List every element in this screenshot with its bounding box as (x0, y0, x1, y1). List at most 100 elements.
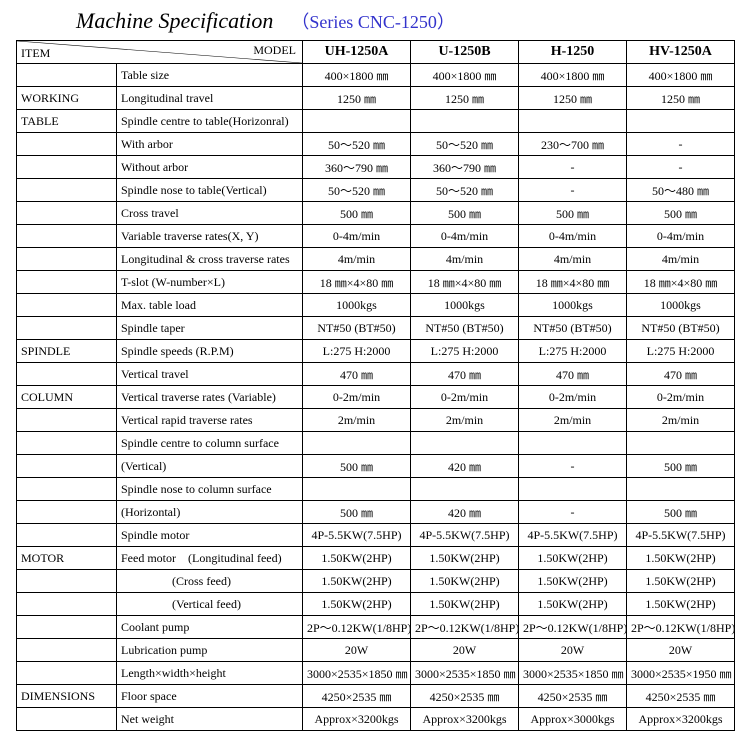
section-cell (17, 294, 117, 317)
attribute-cell: Variable traverse rates(X, Y) (117, 225, 303, 248)
value-cell: 1.50KW(2HP) (627, 570, 735, 593)
section-cell (17, 639, 117, 662)
value-cell: 1000kgs (303, 294, 411, 317)
attribute-cell: Length×width×height (117, 662, 303, 685)
value-cell: 500 ㎜ (303, 202, 411, 225)
section-cell (17, 64, 117, 87)
value-cell (627, 478, 735, 501)
attribute-cell: Spindle motor (117, 524, 303, 547)
attribute-cell: Spindle nose to column surface (117, 478, 303, 501)
value-cell: 1250 ㎜ (519, 87, 627, 110)
attribute-cell: Lubrication pump (117, 639, 303, 662)
value-cell: NT#50 (BT#50) (627, 317, 735, 340)
table-row: Without arbor360～790 ㎜360～790 ㎜-- (17, 156, 735, 179)
attribute-cell: (Cross feed) (117, 570, 303, 593)
attribute-cell: Net weight (117, 708, 303, 731)
attribute-cell: Coolant pump (117, 616, 303, 639)
value-cell: - (627, 156, 735, 179)
table-row: COLUMNVertical traverse rates (Variable)… (17, 386, 735, 409)
value-cell (627, 432, 735, 455)
value-cell: 230～700 ㎜ (519, 133, 627, 156)
attribute-cell: Longitudinal travel (117, 87, 303, 110)
section-cell (17, 432, 117, 455)
value-cell: 420 ㎜ (411, 455, 519, 478)
model-col-1: U-1250B (411, 41, 519, 64)
value-cell: 470 ㎜ (519, 363, 627, 386)
value-cell: 500 ㎜ (627, 202, 735, 225)
value-cell: 4P-5.5KW(7.5HP) (411, 524, 519, 547)
value-cell: 4250×2535 ㎜ (627, 685, 735, 708)
section-cell (17, 593, 117, 616)
value-cell: 500 ㎜ (411, 202, 519, 225)
spec-table: ITEM MODEL UH-1250A U-1250B H-1250 HV-12… (16, 40, 735, 731)
value-cell: 400×1800 ㎜ (519, 64, 627, 87)
value-cell: 1000kgs (519, 294, 627, 317)
attribute-cell: Vertical travel (117, 363, 303, 386)
value-cell: 50～480 ㎜ (627, 179, 735, 202)
value-cell: 20W (627, 639, 735, 662)
section-cell (17, 570, 117, 593)
table-row: Lubrication pump20W20W20W20W (17, 639, 735, 662)
value-cell: 4P-5.5KW(7.5HP) (303, 524, 411, 547)
value-cell: - (519, 156, 627, 179)
value-cell: - (627, 133, 735, 156)
section-cell (17, 708, 117, 731)
value-cell: 0-4m/min (519, 225, 627, 248)
table-row: Spindle nose to table(Vertical)50～520 ㎜5… (17, 179, 735, 202)
value-cell (303, 110, 411, 133)
value-cell: 1.50KW(2HP) (411, 593, 519, 616)
value-cell: 500 ㎜ (627, 455, 735, 478)
value-cell: - (519, 501, 627, 524)
table-row: T-slot (W-number×L)18 ㎜×4×80 ㎜18 ㎜×4×80 … (17, 271, 735, 294)
value-cell: L:275 H:2000 (519, 340, 627, 363)
value-cell: L:275 H:2000 (411, 340, 519, 363)
table-row: SPINDLESpindle speeds (R.P.M)L:275 H:200… (17, 340, 735, 363)
attribute-cell: Spindle speeds (R.P.M) (117, 340, 303, 363)
value-cell: Approx×3000kgs (519, 708, 627, 731)
value-cell (519, 432, 627, 455)
value-cell: NT#50 (BT#50) (411, 317, 519, 340)
value-cell: 4250×2535 ㎜ (411, 685, 519, 708)
series-code: CNC-1250 (358, 12, 437, 32)
table-row: (Vertical)500 ㎜420 ㎜-500 ㎜ (17, 455, 735, 478)
value-cell: 3000×2535×1950 ㎜ (627, 662, 735, 685)
section-cell: DIMENSIONS (17, 685, 117, 708)
value-cell (411, 110, 519, 133)
value-cell (411, 478, 519, 501)
value-cell: 470 ㎜ (627, 363, 735, 386)
value-cell: 470 ㎜ (411, 363, 519, 386)
table-row: TABLESpindle centre to table(Horizonral) (17, 110, 735, 133)
section-cell: WORKING (17, 87, 117, 110)
model-col-3: HV-1250A (627, 41, 735, 64)
table-row: Vertical travel470 ㎜470 ㎜470 ㎜470 ㎜ (17, 363, 735, 386)
section-cell (17, 363, 117, 386)
attribute-cell: Vertical traverse rates (Variable) (117, 386, 303, 409)
attribute-cell: Without arbor (117, 156, 303, 179)
value-cell: 1.50KW(2HP) (303, 593, 411, 616)
value-cell: 2m/min (303, 409, 411, 432)
section-cell (17, 317, 117, 340)
value-cell: 18 ㎜×4×80 ㎜ (519, 271, 627, 294)
value-cell: 1250 ㎜ (411, 87, 519, 110)
attribute-cell: Vertical rapid traverse rates (117, 409, 303, 432)
value-cell: 1.50KW(2HP) (519, 547, 627, 570)
value-cell: 4P-5.5KW(7.5HP) (519, 524, 627, 547)
value-cell: 1.50KW(2HP) (411, 570, 519, 593)
table-row: Coolant pump2P～0.12KW(1/8HP)2P～0.12KW(1/… (17, 616, 735, 639)
value-cell: 3000×2535×1850 ㎜ (303, 662, 411, 685)
section-cell: MOTOR (17, 547, 117, 570)
attribute-cell: Spindle centre to table(Horizonral) (117, 110, 303, 133)
model-col-0: UH-1250A (303, 41, 411, 64)
value-cell (411, 432, 519, 455)
table-row: (Horizontal)500 ㎜420 ㎜-500 ㎜ (17, 501, 735, 524)
value-cell (519, 478, 627, 501)
value-cell: 400×1800 ㎜ (627, 64, 735, 87)
table-row: Table size400×1800 ㎜400×1800 ㎜400×1800 ㎜… (17, 64, 735, 87)
value-cell: 360～790 ㎜ (303, 156, 411, 179)
section-cell (17, 225, 117, 248)
value-cell: 20W (411, 639, 519, 662)
section-cell (17, 409, 117, 432)
value-cell: 1.50KW(2HP) (303, 547, 411, 570)
value-cell: 2P～0.12KW(1/8HP) (519, 616, 627, 639)
value-cell: 0-4m/min (411, 225, 519, 248)
